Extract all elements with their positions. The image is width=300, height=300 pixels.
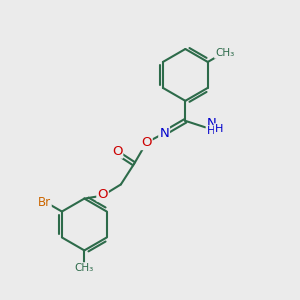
Text: O: O [141, 136, 152, 149]
Text: H: H [207, 126, 215, 136]
Text: O: O [97, 188, 108, 201]
Text: O: O [112, 145, 122, 158]
Text: CH₃: CH₃ [215, 48, 234, 58]
Text: N: N [159, 127, 169, 140]
Text: CH₃: CH₃ [75, 263, 94, 273]
Text: H: H [214, 124, 223, 134]
Text: Br: Br [38, 196, 51, 208]
Text: N: N [206, 117, 216, 130]
